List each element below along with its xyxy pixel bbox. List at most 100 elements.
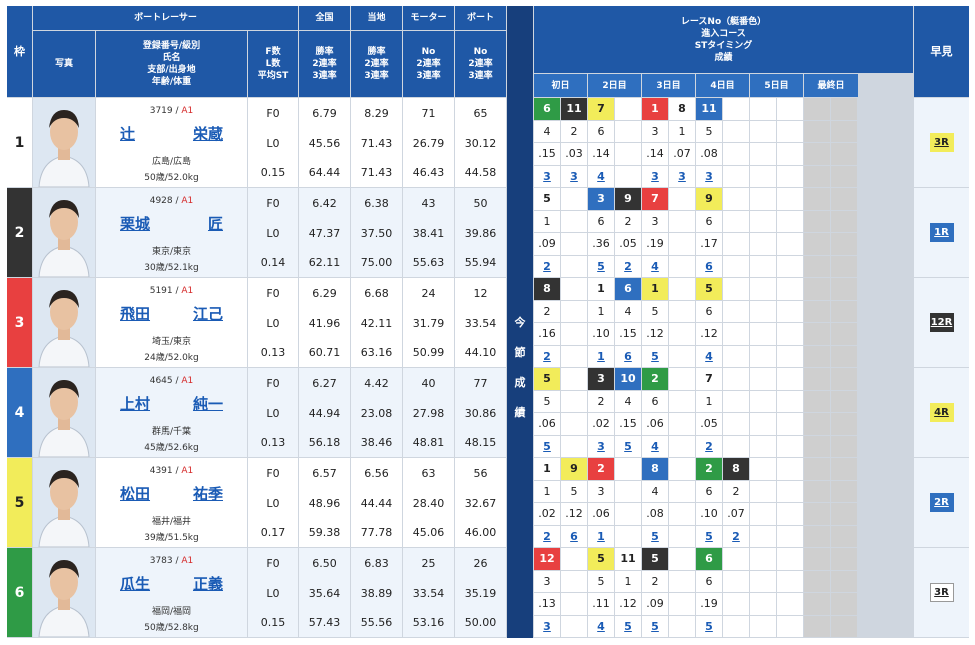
race-cell-bg (642, 165, 668, 187)
given-name[interactable]: 匠 (207, 215, 223, 233)
result-link[interactable]: 4 (597, 619, 605, 633)
race-number: 2 (642, 368, 668, 390)
result-link[interactable]: 6 (624, 349, 632, 363)
race-cell-bg (561, 188, 587, 210)
st-value: .05 (700, 417, 718, 431)
racer-name-link[interactable]: 瓜生 正義 (96, 573, 247, 594)
race-cell-bg (804, 593, 830, 615)
result-link[interactable]: 5 (651, 529, 659, 543)
given-name[interactable]: 栄蔵 (192, 125, 223, 143)
race-cell-bg (750, 255, 776, 277)
result-link[interactable]: 2 (543, 349, 551, 363)
person-icon (33, 98, 95, 187)
given-name[interactable]: 江己 (192, 305, 223, 323)
hayami-race-link[interactable]: 3R (929, 583, 954, 602)
result-link[interactable]: 5 (651, 619, 659, 633)
race-cell-bg (750, 345, 776, 367)
result-link[interactable]: 4 (597, 169, 605, 183)
hayami-race-link[interactable]: 1R (929, 223, 954, 242)
info-header-line: 年齢/体重 (151, 77, 192, 87)
race-cell-bg (669, 278, 695, 300)
race-cell-bg (588, 615, 614, 637)
race-cell-bg (588, 323, 614, 345)
race-cell-bg (615, 480, 641, 502)
result-link[interactable]: 3 (678, 169, 686, 183)
course-value: 5 (543, 394, 551, 408)
race-cell-bg (804, 435, 830, 457)
result-link[interactable]: 6 (570, 529, 578, 543)
racer-name-link[interactable]: 辻 栄蔵 (96, 123, 247, 144)
st-value: .12 (646, 327, 664, 341)
race-cell-bg (804, 120, 830, 142)
day-header: 2日目 (588, 74, 641, 97)
result-link[interactable]: 1 (597, 349, 605, 363)
result-link[interactable]: 5 (624, 439, 632, 453)
race-cell-bg (777, 210, 803, 232)
race-cell-bg (534, 435, 560, 457)
result-link[interactable]: 2 (624, 259, 632, 273)
racer-name-link[interactable]: 栗城 匠 (96, 213, 247, 234)
race-cell-bg (723, 593, 749, 615)
race-cell-bg (615, 143, 641, 165)
result-link[interactable]: 2 (732, 529, 740, 543)
course-value: 2 (732, 484, 740, 498)
result-link[interactable]: 2 (543, 529, 551, 543)
hayami-race-link[interactable]: 3R (929, 133, 954, 152)
result-link[interactable]: 5 (624, 619, 632, 633)
given-name[interactable]: 純一 (192, 395, 223, 413)
result-link[interactable]: 5 (543, 439, 551, 453)
result-link[interactable]: 5 (705, 619, 713, 633)
race-cell-bg (750, 525, 776, 547)
given-name[interactable]: 正義 (192, 575, 223, 593)
family-name[interactable]: 栗城 (120, 215, 151, 233)
result-link[interactable]: 2 (543, 259, 551, 273)
boat-value: 32.67 (455, 488, 506, 518)
hayami-race-link[interactable]: 4R (929, 403, 954, 422)
race-cell-bg (615, 458, 641, 480)
motor-header: モーター (403, 6, 454, 30)
result-link[interactable]: 3 (651, 169, 659, 183)
course-value: 6 (651, 394, 659, 408)
course-value: 3 (543, 574, 551, 588)
result-link[interactable]: 3 (597, 439, 605, 453)
family-name[interactable]: 瓜生 (120, 575, 151, 593)
result-link[interactable]: 4 (705, 349, 713, 363)
result-link[interactable]: 4 (651, 259, 659, 273)
result-link[interactable]: 3 (570, 169, 578, 183)
race-cell-bg (561, 413, 587, 435)
tou-value: 6.56 (351, 458, 402, 488)
result-link[interactable]: 3 (543, 619, 551, 633)
family-name[interactable]: 上村 (120, 395, 151, 413)
racer-name-link[interactable]: 飛田 江己 (96, 303, 247, 324)
st-value: .15 (619, 327, 637, 341)
race-cell-bg (750, 278, 776, 300)
result-link[interactable]: 5 (705, 529, 713, 543)
result-link[interactable]: 3 (705, 169, 713, 183)
result-link[interactable]: 5 (651, 349, 659, 363)
family-name[interactable]: 飛田 (120, 305, 151, 323)
race-cell-bg (723, 255, 749, 277)
racer-name-link[interactable]: 上村 純一 (96, 393, 247, 414)
result-link[interactable]: 2 (705, 439, 713, 453)
result-link[interactable]: 4 (651, 439, 659, 453)
racer-info: 4645 / A1 上村 純一 群馬/千葉 45歳/52.6kg (96, 368, 247, 457)
race-number: 3 (588, 188, 614, 210)
race-cell-bg (588, 143, 614, 165)
result-link[interactable]: 1 (597, 529, 605, 543)
race-cell-bg (777, 345, 803, 367)
hayami-race-link[interactable]: 2R (929, 493, 954, 512)
course-value: 1 (543, 214, 551, 228)
racer-name-link[interactable]: 松田 祐季 (96, 483, 247, 504)
hayami-race-link[interactable]: 12R (929, 313, 954, 332)
family-name[interactable]: 辻 (120, 125, 136, 143)
waku-number: 6 (7, 548, 32, 637)
st-value: .14 (592, 147, 610, 161)
st-value: .15 (538, 147, 556, 161)
given-name[interactable]: 祐季 (192, 485, 223, 503)
result-link[interactable]: 3 (543, 169, 551, 183)
result-link[interactable]: 6 (705, 259, 713, 273)
race-cell-bg (777, 300, 803, 322)
family-name[interactable]: 松田 (120, 485, 151, 503)
result-link[interactable]: 5 (597, 259, 605, 273)
mot-value: 40 (403, 368, 454, 398)
